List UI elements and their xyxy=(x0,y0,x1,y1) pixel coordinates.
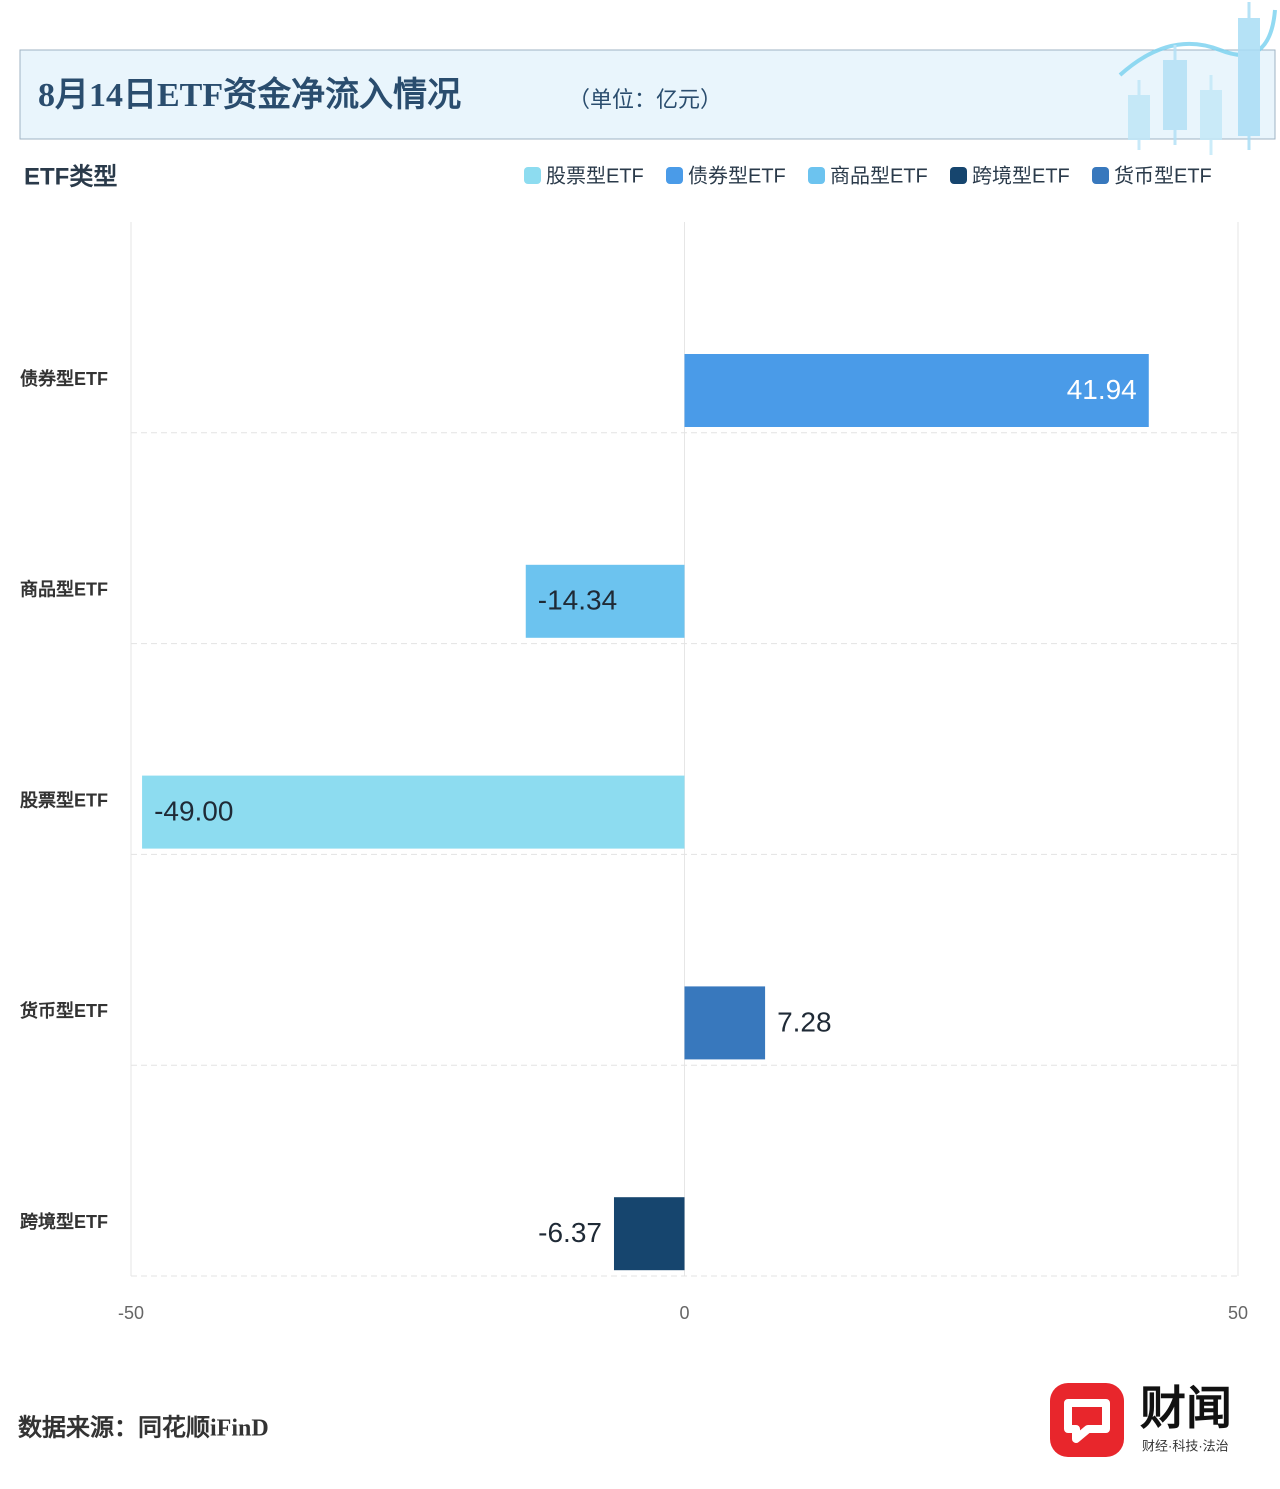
bar xyxy=(525,564,685,638)
value-label: 41.94 xyxy=(1067,374,1137,405)
legend-label: 债券型ETF xyxy=(688,164,786,187)
legend-label: 股票型ETF xyxy=(546,164,644,187)
brand: 财闻 xyxy=(1140,1382,1232,1434)
chart-title: 8月14日ETF资金净流入情况 xyxy=(38,75,461,114)
y-axis-title: ETF类型 xyxy=(24,163,117,190)
bar xyxy=(142,775,685,849)
decor-candles xyxy=(1118,2,1277,155)
source: 数据来源：同花顺iFinD xyxy=(18,1414,269,1442)
y-tick-label: 跨境型ETF xyxy=(20,1211,108,1232)
value-label: -49.00 xyxy=(154,795,233,826)
value-label: -6.37 xyxy=(538,1217,602,1248)
title-box xyxy=(19,49,1276,140)
x-tick-label: 50 xyxy=(1228,1303,1248,1323)
x-tick-label: -50 xyxy=(118,1303,144,1323)
y-tick-label: 货币型ETF xyxy=(20,1000,108,1021)
legend-swatch xyxy=(666,167,683,184)
value-label: -14.34 xyxy=(538,585,617,616)
y-tick-label: 股票型ETF xyxy=(19,789,108,810)
legend-swatch xyxy=(808,167,825,184)
y-tick-label: 债券型ETF xyxy=(20,368,108,389)
legend-label: 商品型ETF xyxy=(830,164,928,187)
legend-label: 货币型ETF xyxy=(1114,164,1212,187)
y-tick-label: 商品型ETF xyxy=(20,579,108,600)
legend-swatch xyxy=(524,167,541,184)
legend-label: 跨境型ETF xyxy=(972,164,1070,187)
legend-swatch xyxy=(1092,167,1109,184)
legend-swatch xyxy=(950,167,967,184)
chart-subtitle: （单位：亿元） xyxy=(568,87,722,112)
logo-bubble xyxy=(1064,1399,1110,1443)
value-label: 7.28 xyxy=(777,1006,832,1037)
logo-icon xyxy=(1050,1383,1124,1457)
bar xyxy=(684,354,1149,427)
x-tick-label: 0 xyxy=(679,1303,689,1323)
slogan: 财经·科技·法治 xyxy=(1142,1438,1229,1453)
bar xyxy=(613,1197,685,1271)
bar xyxy=(684,986,766,1060)
